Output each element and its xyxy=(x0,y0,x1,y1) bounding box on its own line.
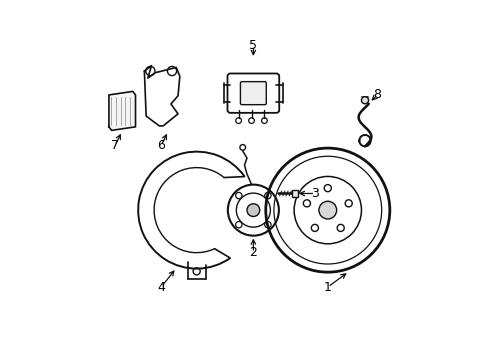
Text: 1: 1 xyxy=(323,280,331,293)
Polygon shape xyxy=(109,91,135,130)
Text: 4: 4 xyxy=(157,280,165,293)
Text: 5: 5 xyxy=(249,39,257,52)
FancyBboxPatch shape xyxy=(292,190,297,197)
Circle shape xyxy=(318,201,336,219)
Text: 6: 6 xyxy=(157,139,165,152)
Text: 2: 2 xyxy=(249,246,257,259)
Circle shape xyxy=(246,204,259,216)
Text: 8: 8 xyxy=(373,89,381,102)
Circle shape xyxy=(361,97,368,104)
Text: 3: 3 xyxy=(311,187,319,200)
Text: 7: 7 xyxy=(111,139,119,152)
FancyBboxPatch shape xyxy=(240,82,266,105)
